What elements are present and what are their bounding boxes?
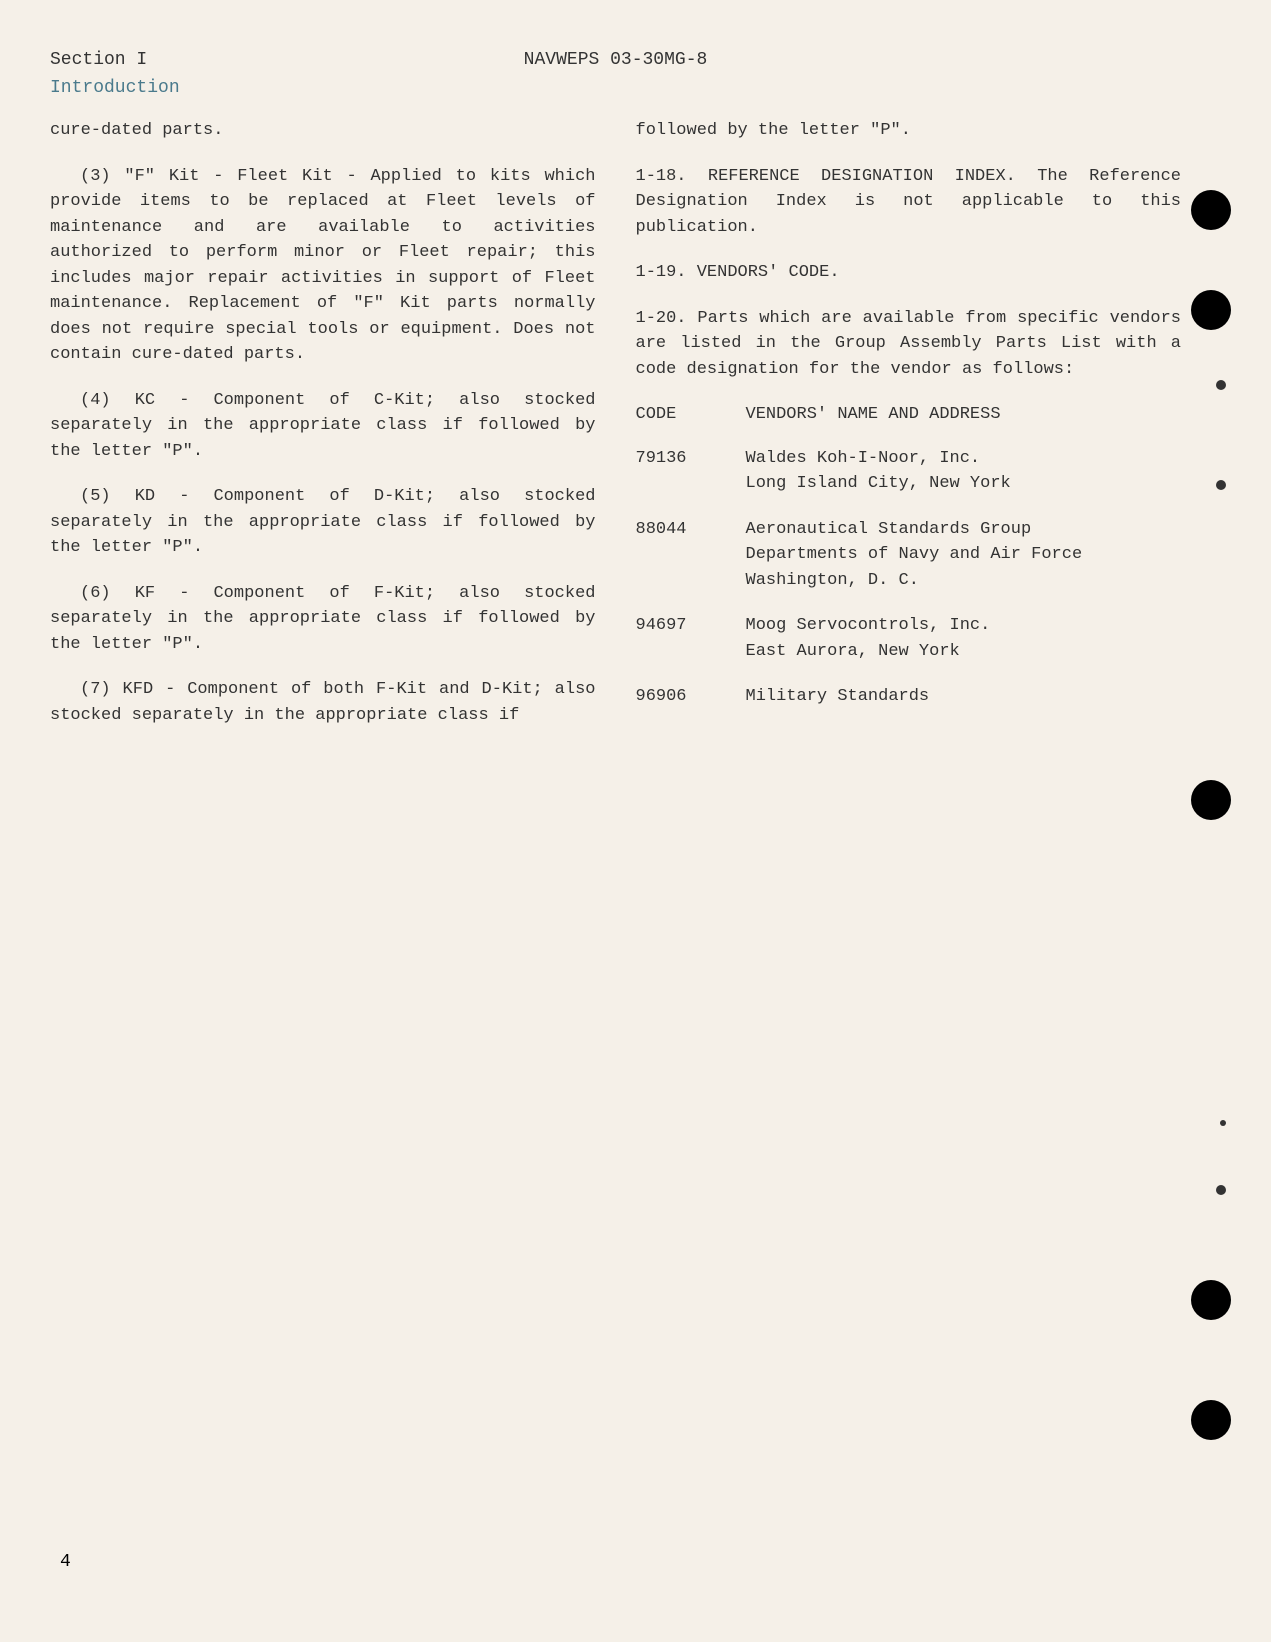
left-column: cure-dated parts. (3) "F" Kit - Fleet Ki… — [50, 118, 596, 748]
section-label: Section I — [50, 50, 147, 70]
punch-hole — [1191, 780, 1231, 820]
vendor-name-address: Military Standards — [746, 684, 1182, 710]
vendor-row: 96906 Military Standards — [636, 684, 1182, 710]
para-kd: (5) KD - Component of D-Kit; also stocke… — [50, 484, 596, 561]
para-kf: (6) KF - Component of F-Kit; also stocke… — [50, 581, 596, 658]
vendor-code: 94697 — [636, 613, 746, 664]
page-number: 4 — [60, 1552, 71, 1572]
vendor-row: 94697 Moog Servocontrols, Inc. East Auro… — [636, 613, 1182, 664]
small-mark — [1216, 1185, 1226, 1195]
small-mark — [1216, 380, 1226, 390]
punch-hole — [1191, 190, 1231, 230]
vendor-row: 88044 Aeronautical Standards Group Depar… — [636, 517, 1182, 594]
intro-label: Introduction — [50, 78, 1181, 98]
small-mark — [1216, 480, 1226, 490]
punch-hole — [1191, 1400, 1231, 1440]
para-followed-by: followed by the letter "P". — [636, 118, 1182, 144]
para-ref-designation: 1-18. REFERENCE DESIGNATION INDEX. The R… — [636, 164, 1182, 241]
vendor-code: 96906 — [636, 684, 746, 710]
vendor-table-header: CODE VENDORS' NAME AND ADDRESS — [636, 402, 1182, 428]
two-column-layout: cure-dated parts. (3) "F" Kit - Fleet Ki… — [50, 118, 1181, 748]
para-f-kit: (3) "F" Kit - Fleet Kit - Applied to kit… — [50, 164, 596, 368]
para-vendors-code: 1-19. VENDORS' CODE. — [636, 260, 1182, 286]
vendor-code-header: CODE — [636, 402, 746, 428]
para-kc: (4) KC - Component of C-Kit; also stocke… — [50, 388, 596, 465]
vendor-address: East Aurora, New York — [746, 639, 1182, 665]
vendor-name-header: VENDORS' NAME AND ADDRESS — [746, 402, 1182, 428]
header-row: Section I NAVWEPS 03-30MG-8 — [50, 50, 1181, 70]
vendor-name-address: Moog Servocontrols, Inc. East Aurora, Ne… — [746, 613, 1182, 664]
vendor-name-address: Waldes Koh-I-Noor, Inc. Long Island City… — [746, 446, 1182, 497]
vendor-name-address: Aeronautical Standards Group Departments… — [746, 517, 1182, 594]
vendor-name: Moog Servocontrols, Inc. — [746, 613, 1182, 639]
vendor-code: 79136 — [636, 446, 746, 497]
vendor-row: 79136 Waldes Koh-I-Noor, Inc. Long Islan… — [636, 446, 1182, 497]
para-parts-available: 1-20. Parts which are available from spe… — [636, 306, 1182, 383]
vendor-name: Waldes Koh-I-Noor, Inc. — [746, 446, 1182, 472]
small-mark — [1220, 1120, 1226, 1126]
page-container: Section I NAVWEPS 03-30MG-8 Introduction… — [50, 50, 1181, 1592]
right-column: followed by the letter "P". 1-18. REFERE… — [636, 118, 1182, 748]
punch-hole — [1191, 290, 1231, 330]
vendor-address: Long Island City, New York — [746, 471, 1182, 497]
vendor-name: Aeronautical Standards Group — [746, 517, 1182, 543]
vendor-address2: Washington, D. C. — [746, 568, 1182, 594]
vendor-code: 88044 — [636, 517, 746, 594]
vendor-name: Military Standards — [746, 684, 1182, 710]
vendor-table: CODE VENDORS' NAME AND ADDRESS 79136 Wal… — [636, 402, 1182, 710]
punch-hole — [1191, 1280, 1231, 1320]
vendor-address: Departments of Navy and Air Force — [746, 542, 1182, 568]
doc-number: NAVWEPS 03-30MG-8 — [524, 50, 708, 70]
para-kfd: (7) KFD - Component of both F-Kit and D-… — [50, 677, 596, 728]
para-cure-dated: cure-dated parts. — [50, 118, 596, 144]
